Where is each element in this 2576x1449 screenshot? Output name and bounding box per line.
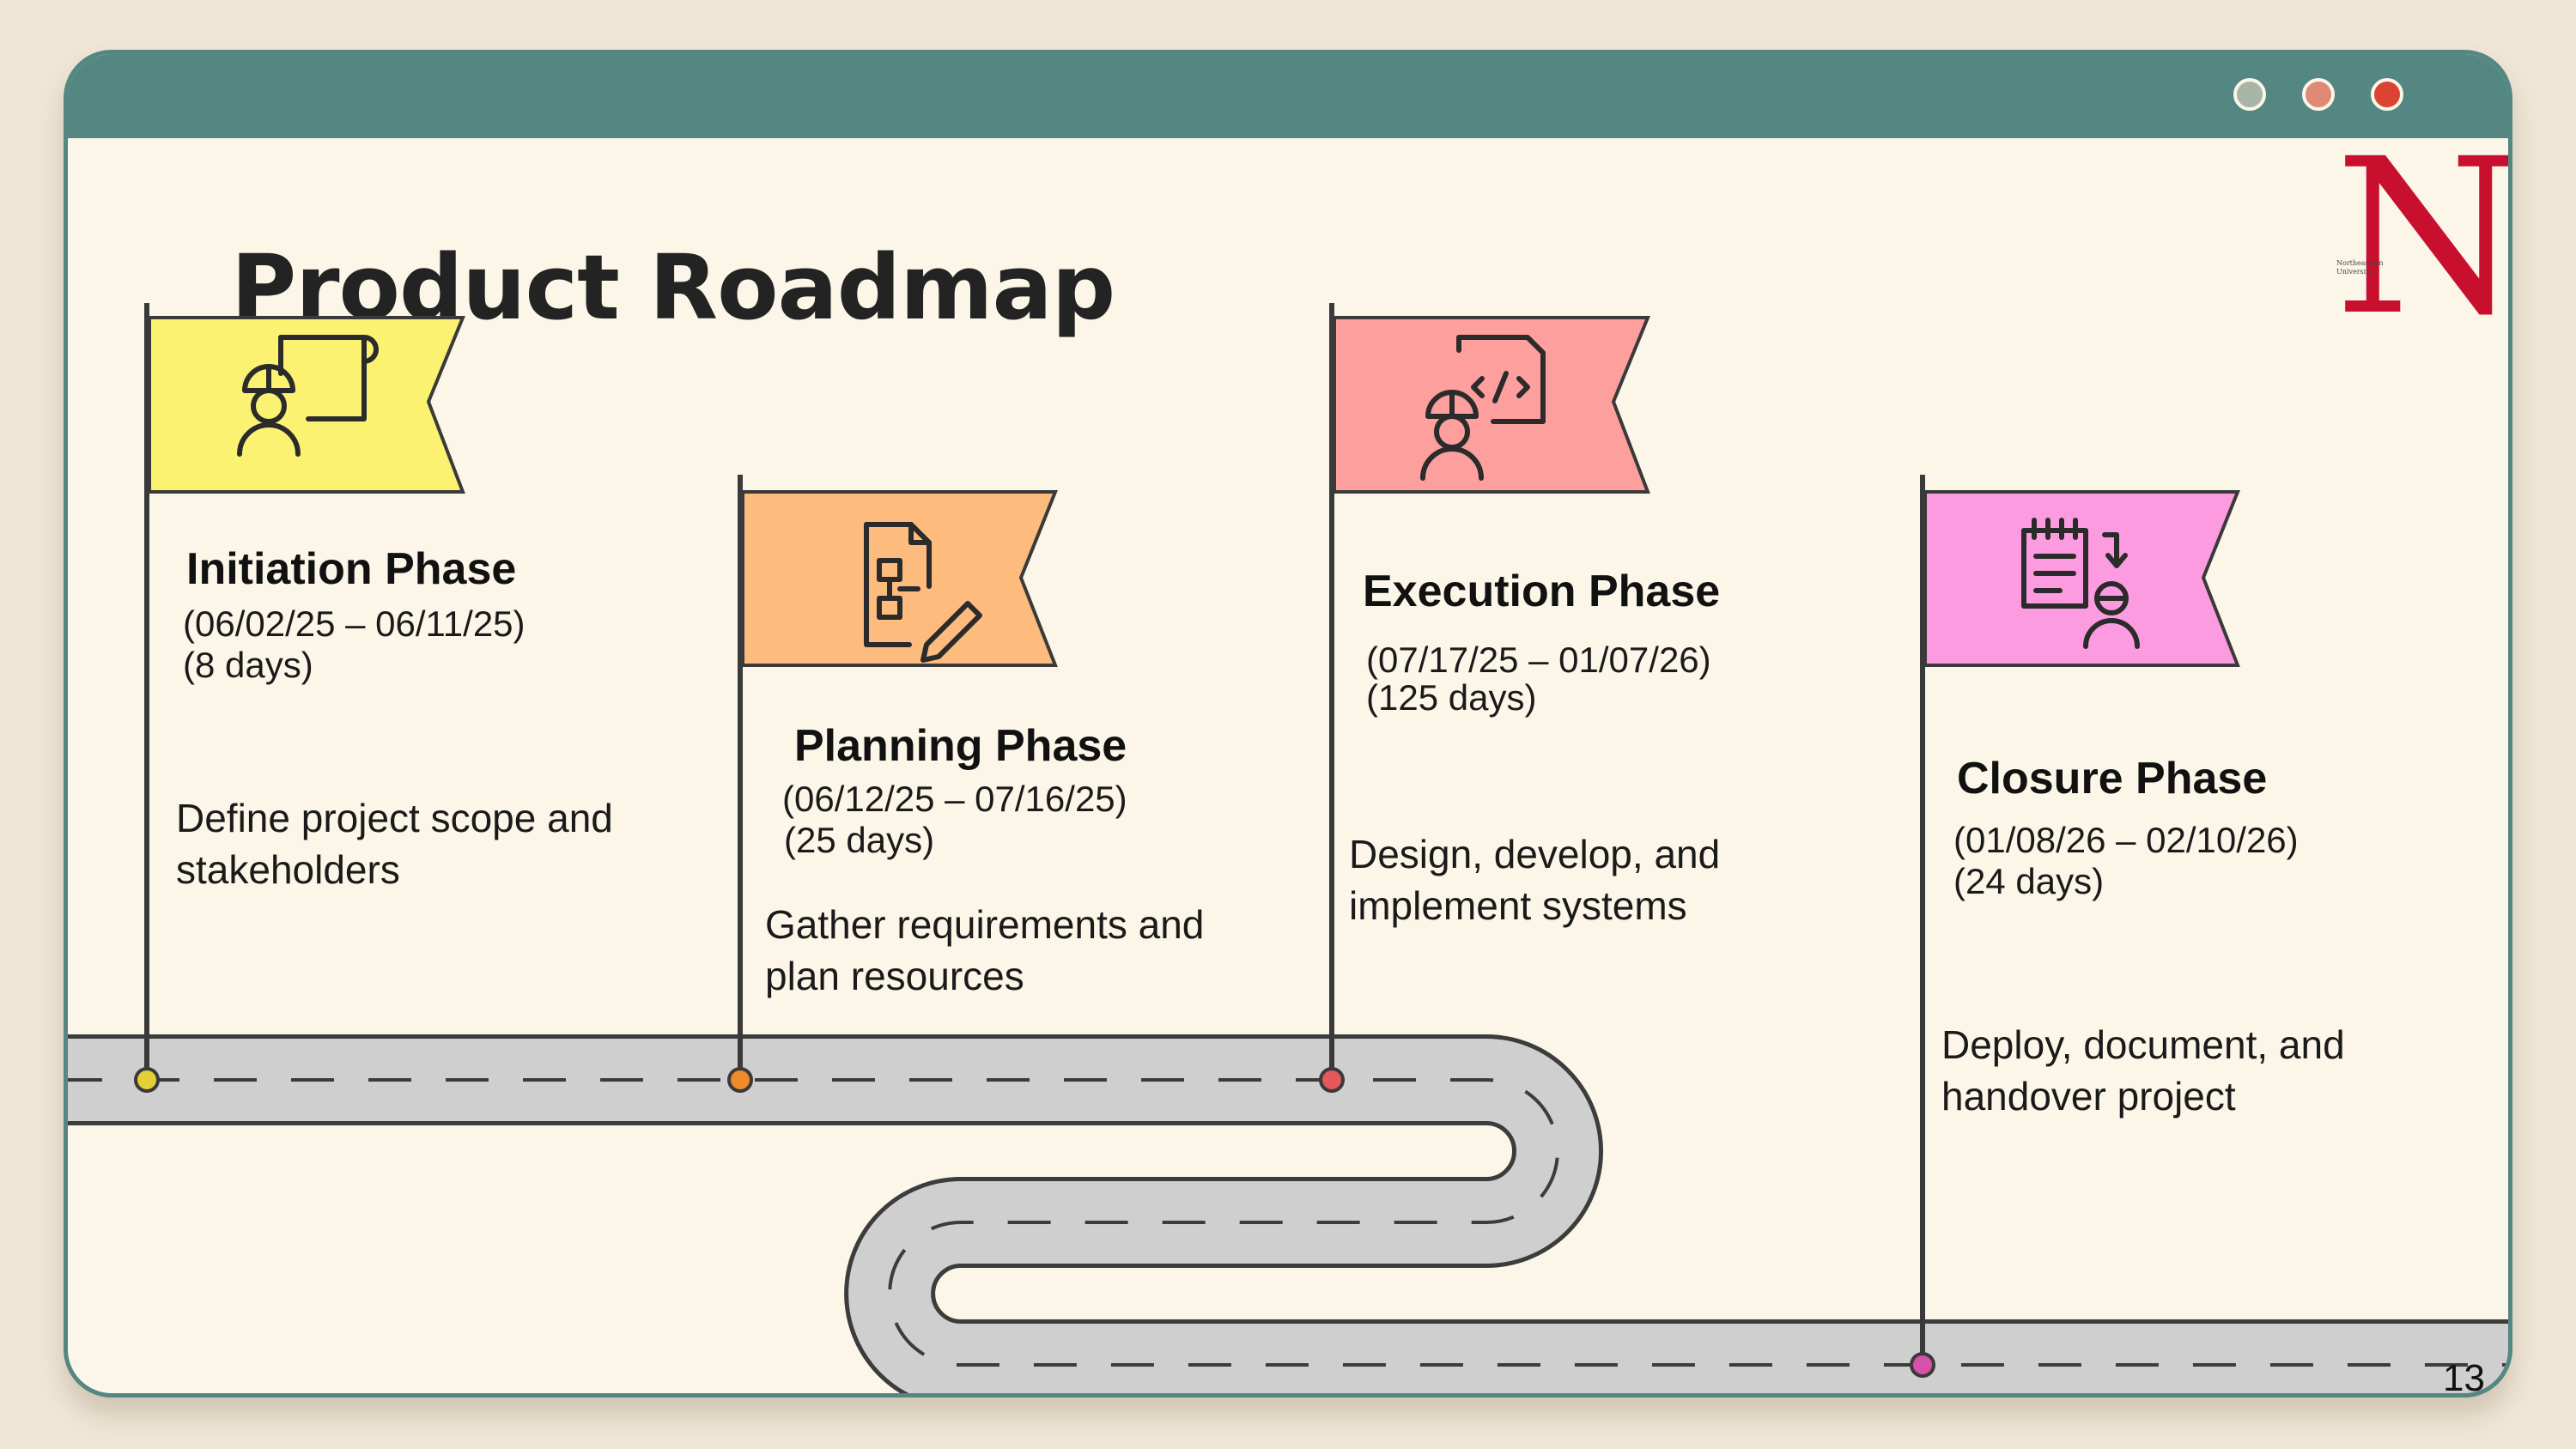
milestone-pin-initiation <box>134 1067 160 1093</box>
phase-description-planning: Gather requirements and plan resources <box>765 902 1205 998</box>
flag-execution <box>1319 303 1650 1093</box>
developer-code-icon <box>1420 335 1546 481</box>
page-number: 13 <box>2443 1357 2485 1397</box>
flowchart-pencil-icon <box>864 522 982 663</box>
phase-description-closure: Deploy, document, and handover project <box>1941 1022 2345 1119</box>
milestone-pin-closure <box>1910 1352 1935 1378</box>
phase-days-planning: (25 days) <box>784 820 935 860</box>
phase-dates-closure: (01/08/26 – 02/10/26) <box>1953 820 2299 860</box>
checklist-handover-icon <box>2021 518 2140 649</box>
engineer-blueprint-icon <box>237 335 379 457</box>
window-control-maximize[interactable] <box>2302 78 2335 111</box>
logo-letter: N <box>2335 140 2512 337</box>
phase-dates-execution: (07/17/25 – 01/07/26) <box>1366 640 1711 680</box>
phase-days-initiation: (8 days) <box>183 645 313 685</box>
phase-description-execution: Design, develop, and implement systems <box>1349 832 1721 928</box>
phase-dates-planning: (06/12/25 – 07/16/25) <box>782 779 1127 819</box>
window-titlebar <box>68 54 2508 138</box>
roadmap-scene <box>68 303 2508 1393</box>
phase-title-planning: Planning Phase <box>794 721 1127 771</box>
flag-planning <box>727 475 1058 1093</box>
phase-days-execution: (125 days) <box>1366 677 1537 718</box>
logo-caption-line2: University <box>2336 268 2372 276</box>
flag-initiation <box>134 303 465 1093</box>
university-logo: N Northeastern University <box>2335 140 2512 337</box>
logo-caption-line1: Northeastern <box>2336 259 2384 267</box>
phase-days-closure: (24 days) <box>1953 861 2105 901</box>
phase-title-execution: Execution Phase <box>1363 567 1721 616</box>
window-control-minimize[interactable] <box>2233 78 2266 111</box>
milestone-pin-execution <box>1319 1067 1345 1093</box>
window-control-close[interactable] <box>2371 78 2403 111</box>
phase-description-initiation: Define project scope and stakeholders <box>176 796 613 892</box>
milestone-pin-planning <box>727 1067 753 1093</box>
phase-title-closure: Closure Phase <box>1957 754 2268 803</box>
flag-closure <box>1910 475 2240 1378</box>
winding-road <box>68 1034 2508 1393</box>
slide-window: Product Roadmap N Northeastern Universit… <box>64 50 2512 1397</box>
phase-title-initiation: Initiation Phase <box>186 544 517 594</box>
phase-dates-initiation: (06/02/25 – 06/11/25) <box>183 603 526 644</box>
